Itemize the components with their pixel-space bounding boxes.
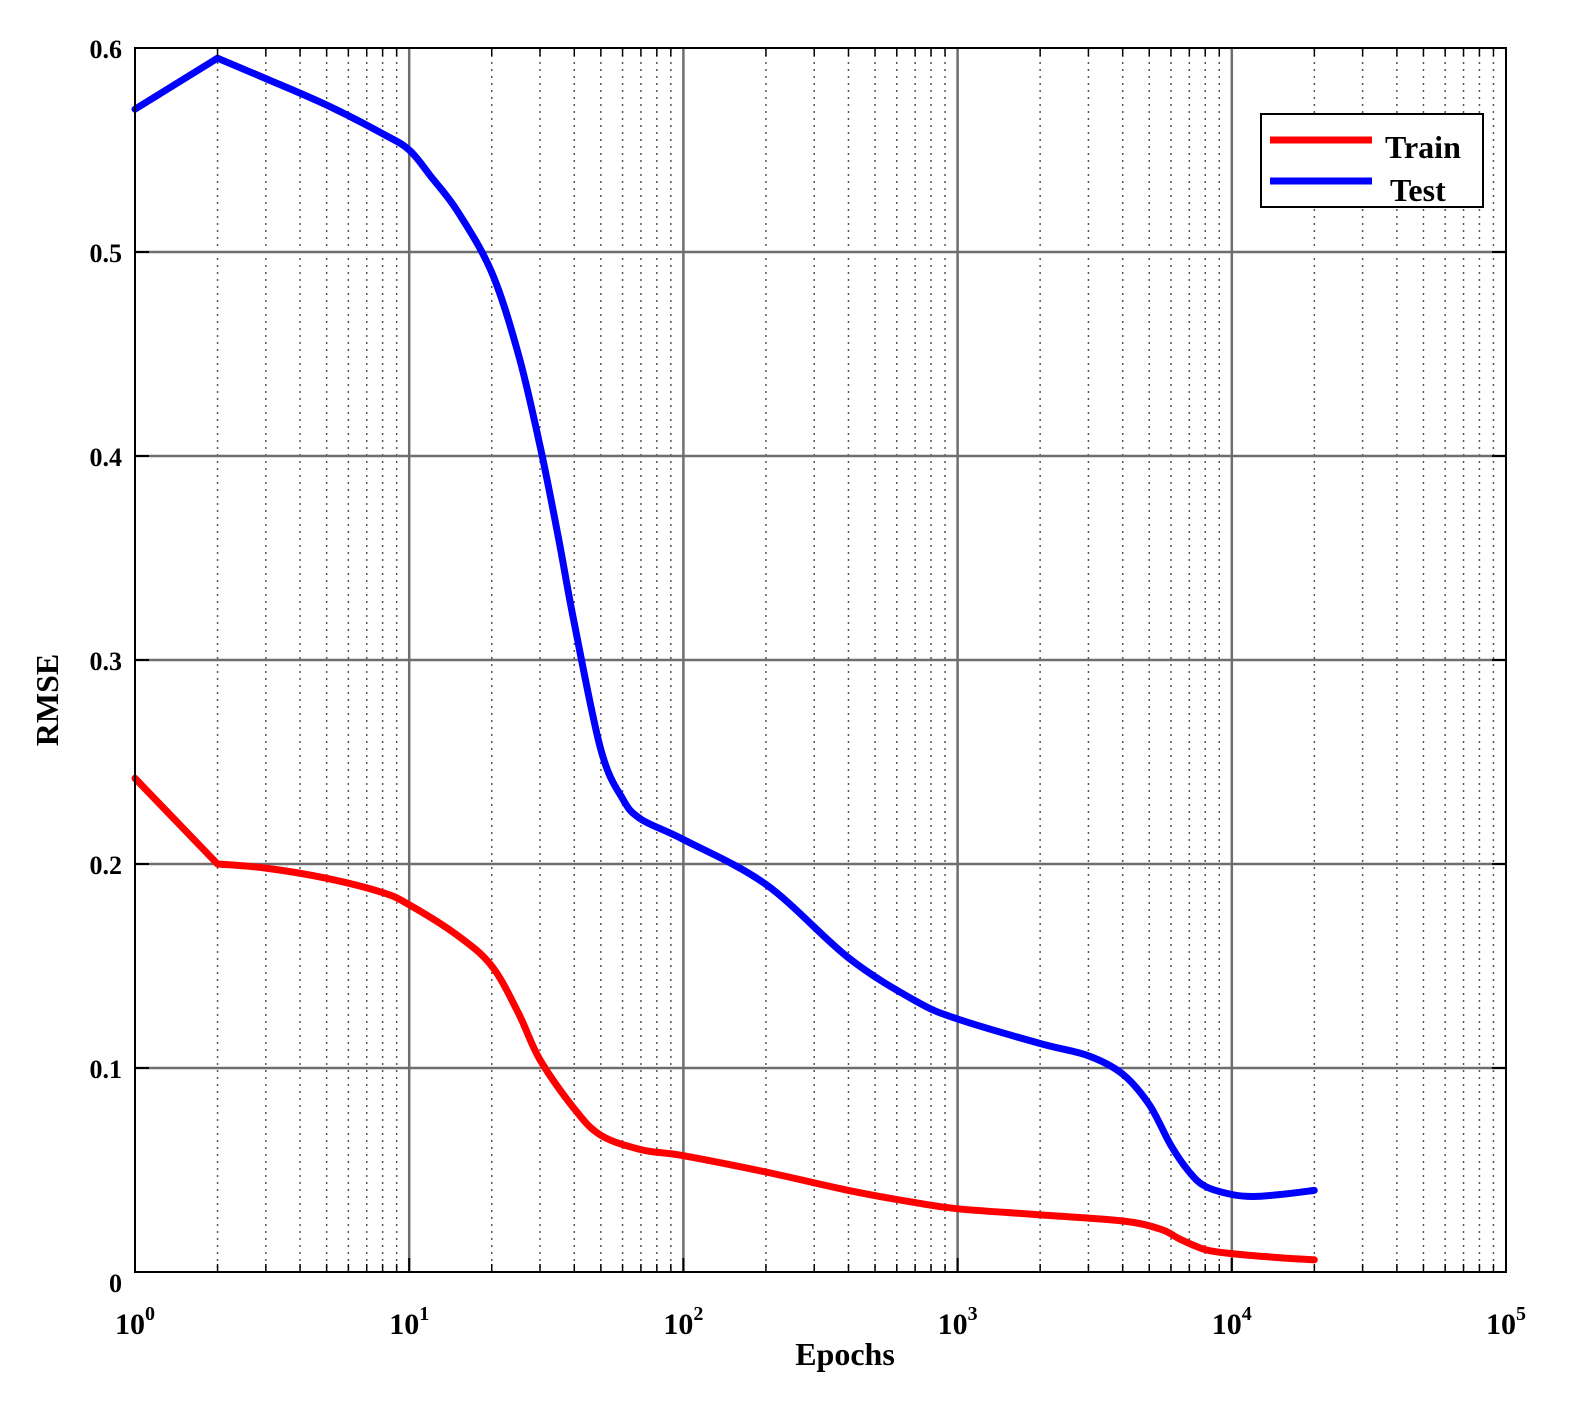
y-tick-label: 0.6 (90, 35, 123, 64)
legend-label-test: Test (1390, 172, 1446, 208)
x-axis-title: Epochs (795, 1336, 895, 1372)
tick-labels: 100 101 102 103 104 105 0 0.1 0.2 0.3 0.4 0.5 0.6 (90, 35, 1527, 1341)
x-tick-label: 102 (663, 1303, 703, 1341)
legend-label-train: Train (1385, 129, 1461, 165)
x-tick-label: 104 (1212, 1303, 1252, 1341)
y-tick-label: 0.2 (90, 851, 123, 880)
y-tick-label: 0.1 (90, 1055, 123, 1084)
x-tick-label: 101 (389, 1303, 429, 1341)
series-line-test (131, 54, 1318, 1200)
x-tick-label: 103 (938, 1303, 978, 1341)
legend: Train Test (1260, 113, 1484, 208)
series-layer (131, 54, 1318, 1264)
series-line-train (131, 774, 1318, 1264)
y-tick-label: 0.4 (90, 443, 123, 472)
y-tick-label: 0.5 (90, 239, 123, 268)
legend-box (1260, 113, 1484, 208)
y-axis-title: RMSE (29, 654, 65, 746)
y-tick-label: 0.3 (90, 647, 123, 676)
grid (135, 48, 1506, 1272)
x-tick-label: 100 (115, 1303, 155, 1341)
x-tick-label: 105 (1486, 1303, 1526, 1341)
ticks (134, 47, 1507, 1273)
y-tick-label: 0 (109, 1269, 122, 1298)
